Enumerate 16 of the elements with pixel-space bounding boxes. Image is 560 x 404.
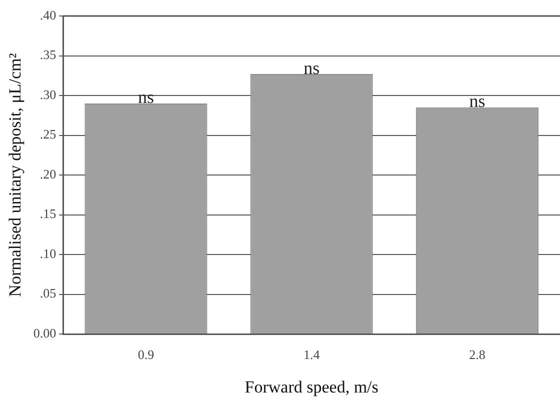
x-axis-title: Forward speed, m/s bbox=[244, 377, 378, 396]
y-tick-label: .25 bbox=[40, 126, 56, 142]
y-tick-label: 0.00 bbox=[33, 325, 56, 340]
x-tick-label: 2.8 bbox=[469, 347, 486, 362]
y-tick-label: .30 bbox=[40, 86, 56, 102]
annotation: ns bbox=[304, 58, 320, 78]
y-tick-label: .15 bbox=[40, 206, 56, 222]
y-tick-label: .40 bbox=[40, 7, 56, 22]
y-tick-label: .05 bbox=[40, 286, 56, 301]
x-tick-label: 0.9 bbox=[138, 347, 154, 362]
y-tick-label: .10 bbox=[40, 246, 56, 261]
x-tick-label: 1.4 bbox=[303, 347, 320, 362]
y-tick-label: .35 bbox=[40, 47, 56, 62]
y-axis-title: Normalised unitary deposit, μL/cm² bbox=[6, 53, 25, 297]
annotation: ns bbox=[469, 91, 486, 112]
y-tick-label: .20 bbox=[40, 166, 56, 182]
